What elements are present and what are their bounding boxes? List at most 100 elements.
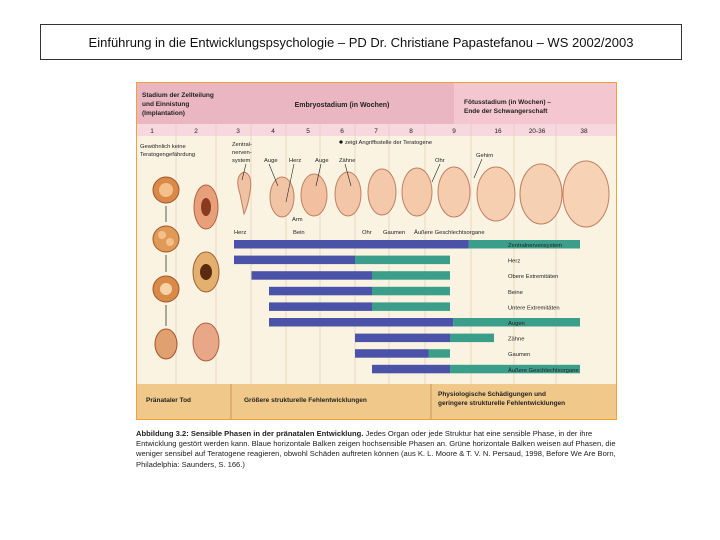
bar-row-label: Zähne [508, 337, 524, 343]
fetus-week38-image [562, 160, 610, 228]
left-note-line1: Gewöhnlich keine [140, 144, 186, 150]
highly-sensitive-bar [234, 240, 469, 249]
morula-cell [158, 231, 166, 239]
highly-sensitive-bar [355, 333, 450, 343]
organ-label-teeth: Zähne [339, 158, 355, 164]
embryo-week3-image [237, 171, 252, 216]
slide-title: Einführung in die Entwicklungspsychologi… [88, 34, 634, 50]
organ-label-ear: Ohr [435, 158, 445, 164]
organ-label-genitals: Äußere Geschlechtsorgane [414, 229, 485, 236]
pointer-line [431, 163, 441, 183]
figure-caption: Abbildung 3.2: Sensible Phasen in der pr… [136, 429, 618, 470]
week-row [136, 124, 617, 136]
organ-label-leg: Bein [293, 230, 305, 236]
organ-label-zns-3: system [232, 158, 251, 164]
fetus-week16-image [476, 166, 516, 222]
bar-row-label: Augen [508, 321, 525, 327]
embryo-header-label: Embryostadium (in Wochen) [295, 102, 390, 109]
organ-label-eye: Auge [264, 158, 278, 164]
bar-row-label: Gaumen [508, 352, 530, 358]
footer-major-malformations: Größere strukturelle Fehlentwicklungen [244, 397, 367, 404]
sensitive-period-bars: Zentralnervensystem Herz Obere Extremitäte… [234, 240, 580, 374]
week-label: 2 [194, 128, 198, 135]
week-label: 9 [452, 128, 456, 135]
less-sensitive-bar [355, 255, 450, 265]
less-sensitive-bar [428, 349, 450, 358]
less-sensitive-bar [468, 240, 580, 249]
caption-title: Abbildung 3.2: Sensible Phasen in der pr… [136, 429, 364, 438]
figure-svg: Stadium der Zellteilung und Einnistung (… [136, 82, 617, 420]
week-label: 6 [340, 128, 344, 135]
bar-row-label: Beine [508, 290, 523, 296]
week-labels: 1 2 3 4 5 6 7 8 9 16 20-36 38 [150, 128, 588, 135]
less-sensitive-bar [372, 286, 450, 296]
preimplant-header-line1: Stadium der Zellteilung [142, 92, 214, 99]
pointer-line [241, 163, 247, 181]
footer-prenatal-death: Pränataler Tod [146, 397, 191, 404]
embryo-week8-image [401, 167, 433, 217]
embryo-week4-image [269, 176, 295, 218]
implanted-embryo-image [154, 328, 178, 360]
early-embryo-images [152, 176, 220, 362]
bar-row-label: Äußere Geschlechtsorgane [508, 367, 579, 374]
embryo-week6-image [334, 171, 362, 217]
organ-label-arm: Arm [292, 217, 303, 223]
footer-physiological-line1: Physiologische Schädigungen und [438, 391, 546, 398]
week-label: 1 [150, 128, 154, 135]
pointer-line [473, 158, 483, 179]
highly-sensitive-bar [269, 286, 372, 296]
zygote-core [159, 183, 173, 197]
legend-dot [339, 140, 343, 144]
left-note-line2: Teratogengefährdung [140, 152, 195, 158]
embryo-header [231, 82, 454, 124]
week-label: 5 [306, 128, 310, 135]
preimplant-header [136, 82, 231, 124]
highly-sensitive-bar [234, 255, 355, 265]
organ-label-zns-1: Zentral- [232, 142, 252, 148]
pointer-lines [241, 158, 483, 203]
embryo-fetus-images [237, 160, 610, 228]
pointer-line [268, 163, 279, 187]
highly-sensitive-bar [269, 302, 372, 311]
blastocyst-core [160, 283, 172, 295]
week-label: 20-36 [529, 128, 546, 135]
organ-label-ear-bottom: Ohr [362, 230, 372, 236]
caption-text: Jedes Organ oder jede Struktur hat eine … [136, 429, 616, 469]
week-label: 16 [494, 128, 502, 135]
highly-sensitive-bar [372, 364, 450, 374]
organ-label-brain: Gehirn [476, 153, 493, 159]
organ-label-heart-bottom: Herz [234, 230, 246, 236]
organ-label-eye: Auge [315, 158, 329, 164]
fetus-week9-image [437, 166, 471, 218]
fetal-header-line2: Ende der Schwangerschaft [464, 108, 548, 115]
bar-row-label: Zentralnervensystem [508, 243, 562, 249]
organ-label-palate: Gaumen [383, 230, 405, 236]
less-sensitive-bar [372, 271, 450, 280]
embryo-week5-image [300, 173, 328, 217]
sensitive-periods-figure: Stadium der Zellteilung und Einnistung (… [136, 82, 617, 420]
morula-image [152, 225, 180, 253]
organ-label-heart: Herz [289, 158, 301, 164]
legend-note: zeigt Angriffsstelle der Teratogene [345, 140, 432, 146]
morula-cell [166, 238, 174, 246]
preimplant-header-line3: (Implantation) [142, 110, 185, 117]
week-label: 8 [409, 128, 413, 135]
pointer-line [285, 163, 295, 203]
implantation-core [201, 198, 211, 216]
week-label: 38 [580, 128, 588, 135]
highly-sensitive-bar [251, 271, 372, 280]
bar-row-label: Herz [508, 259, 520, 265]
footer-physiological-line2: geringere strukturelle Fehlentwicklungen [438, 400, 565, 407]
highly-sensitive-bar [269, 318, 454, 327]
embryo-week7-image [367, 168, 397, 216]
less-sensitive-bar [450, 364, 580, 374]
slide-header: Einführung in die Entwicklungspsychologi… [40, 24, 682, 60]
implantation-image [192, 322, 220, 362]
week-label: 3 [236, 128, 240, 135]
footer-row [136, 384, 617, 420]
less-sensitive-bar [450, 333, 494, 343]
highly-sensitive-bar [355, 349, 429, 358]
week-label: 4 [271, 128, 275, 135]
pointer-line [344, 163, 352, 187]
fetal-header-line1: Fötusstadium (in Wochen) – [464, 99, 551, 106]
